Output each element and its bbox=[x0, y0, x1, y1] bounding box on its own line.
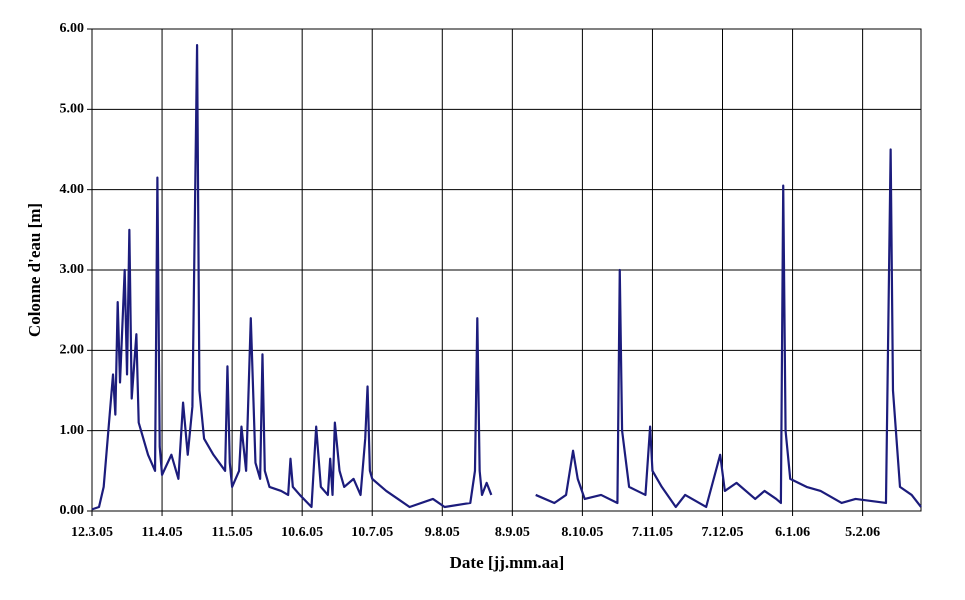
x-tick-label: 7.12.05 bbox=[702, 525, 744, 540]
y-tick-label: 5.00 bbox=[60, 102, 85, 117]
x-axis-title: Date [jj.mm.aa] bbox=[450, 553, 565, 572]
x-tick-label: 7.11.05 bbox=[632, 525, 673, 540]
y-tick-label: 1.00 bbox=[60, 423, 85, 438]
y-tick-label: 6.00 bbox=[60, 21, 85, 36]
x-tick-label: 9.8.05 bbox=[425, 525, 460, 540]
x-tick-label: 11.5.05 bbox=[211, 525, 252, 540]
x-tick-label: 8.9.05 bbox=[495, 525, 530, 540]
x-tick-label: 11.4.05 bbox=[141, 525, 182, 540]
x-tick-label: 8.10.05 bbox=[561, 525, 603, 540]
y-tick-label: 4.00 bbox=[60, 182, 85, 197]
data-line bbox=[91, 43, 922, 511]
y-axis-title: Colonne d'eau [m] bbox=[25, 203, 44, 337]
x-tick-label: 10.6.05 bbox=[281, 525, 323, 540]
x-tick-label: 5.2.06 bbox=[845, 525, 880, 540]
y-tick-label: 0.00 bbox=[60, 503, 85, 518]
x-tick-label: 6.1.06 bbox=[775, 525, 810, 540]
x-tick-label: 12.3.05 bbox=[71, 525, 113, 540]
y-tick-label: 2.00 bbox=[60, 343, 85, 358]
y-tick-label: 3.00 bbox=[60, 262, 85, 277]
x-tick-label: 10.7.05 bbox=[351, 525, 393, 540]
